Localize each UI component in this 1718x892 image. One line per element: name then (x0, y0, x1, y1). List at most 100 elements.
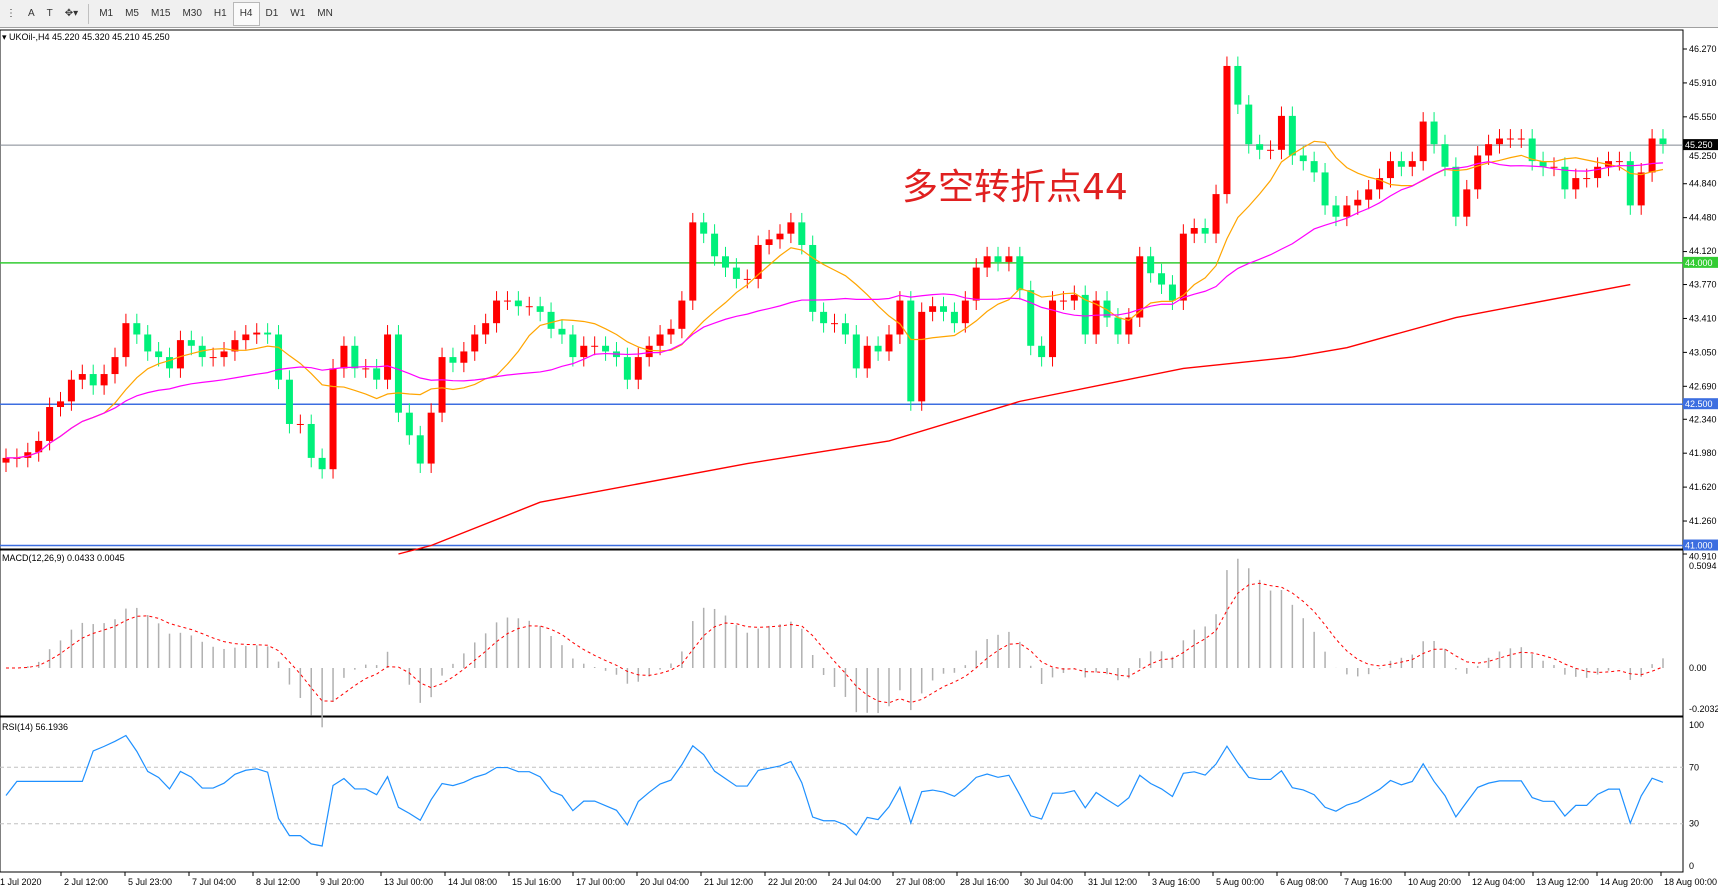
timeframe-m1[interactable]: M1 (99, 8, 114, 19)
candle-body (1103, 300, 1111, 318)
candle (242, 325, 250, 350)
macd-signal-line (6, 582, 1664, 704)
candle-body (1027, 290, 1035, 346)
text-tool-button[interactable]: A (28, 8, 35, 19)
candle-body (743, 278, 751, 280)
timeframe-m30[interactable]: M30 (182, 8, 202, 19)
price-line-label-45.250: 45.250 (1685, 140, 1713, 150)
candle-body (831, 323, 838, 325)
candle-body (1343, 205, 1351, 217)
candle-body (700, 222, 708, 234)
candle (1288, 106, 1296, 165)
timeframe-h1[interactable]: H1 (213, 8, 227, 19)
candle (896, 291, 904, 344)
candle (1321, 163, 1329, 215)
candle-body (885, 334, 893, 352)
candle-body (787, 222, 795, 234)
timeframe-d1[interactable]: D1 (265, 8, 279, 19)
price-tick-label: 45.250 (1689, 151, 1717, 161)
candle-body (1070, 294, 1078, 301)
candle (1474, 146, 1482, 199)
candle-body (1059, 300, 1067, 302)
candle-body (1463, 189, 1471, 217)
candle-body (24, 452, 32, 458)
price-tick-label: 42.340 (1689, 414, 1717, 424)
candle (2, 448, 10, 473)
candle (918, 302, 926, 411)
rsi-scale-0: 0 (1689, 861, 1694, 871)
candle (1572, 168, 1580, 199)
candle (798, 212, 806, 255)
candle-body (493, 300, 501, 324)
candle-body (1234, 65, 1242, 105)
candle (700, 212, 708, 244)
candle (885, 325, 893, 361)
time-label: 28 Jul 16:00 (960, 877, 1009, 887)
candle-body (623, 357, 631, 380)
grid-icon[interactable]: ⋮ (6, 8, 16, 19)
candle (24, 442, 32, 468)
macd-panel-border (0, 548, 1684, 717)
candle (187, 330, 195, 356)
symbol-info: ▾ UKOil-,H4 45.220 45.320 45.210 45.250 (2, 32, 170, 42)
candle (394, 325, 402, 423)
candle-body (907, 300, 915, 402)
candle (514, 291, 522, 316)
timeframe-h4[interactable]: H4 (232, 1, 260, 26)
candle-body (253, 332, 261, 335)
timeframe-m5[interactable]: M5 (125, 8, 139, 19)
candle (1354, 190, 1362, 215)
time-label: 7 Jul 04:00 (192, 877, 236, 887)
timeframe-m15[interactable]: M15 (151, 8, 171, 19)
arrows-tool-button[interactable]: ✥▾ (64, 8, 79, 19)
candle-body (645, 345, 653, 358)
price-line-label-41.000-bg (1683, 539, 1718, 551)
price-tick-label: 43.050 (1689, 347, 1717, 357)
candle (580, 336, 588, 367)
candle (46, 397, 54, 451)
candle (689, 212, 697, 310)
candle-body (1310, 161, 1318, 173)
rsi-scale-30: 30 (1689, 819, 1699, 829)
candle-body (1049, 300, 1057, 358)
candle-body (940, 306, 948, 312)
candle-body (133, 323, 141, 335)
candle (449, 347, 457, 373)
candle (1016, 246, 1024, 300)
candle (427, 403, 435, 473)
candle-body (580, 345, 588, 358)
candle-body (1256, 144, 1264, 150)
candle-body (1408, 161, 1416, 167)
candle-body (1190, 228, 1198, 234)
candle-body (1168, 284, 1176, 301)
candle-body (1092, 300, 1100, 335)
candle (940, 296, 948, 322)
candle (1648, 129, 1656, 182)
candle (373, 358, 381, 390)
price-chart[interactable]: 46.270 45.910 45.550 45.250 44.840 44.480 44.1… (0, 28, 1718, 892)
candle-body (1038, 345, 1046, 358)
candle (264, 323, 272, 344)
candle-body (547, 311, 555, 329)
candle-body (983, 256, 991, 268)
candle (831, 313, 838, 333)
candle (1495, 129, 1503, 154)
candle-body (1506, 138, 1514, 140)
candle-body (656, 334, 664, 346)
candle (711, 224, 719, 266)
ma-mid-line (6, 161, 1664, 459)
candle-body (1474, 155, 1482, 190)
timeframe-w1[interactable]: W1 (290, 8, 306, 19)
candle-body (525, 306, 533, 308)
candle-body (896, 300, 904, 335)
text-label-tool-button[interactable]: T (46, 8, 53, 19)
candle-body (1517, 138, 1525, 140)
candle-body (296, 423, 304, 425)
timeframe-mn[interactable]: MN (317, 8, 333, 19)
price-line-label-44.000-bg (1683, 256, 1718, 268)
candle-body (1561, 166, 1569, 190)
candle (253, 323, 261, 344)
candle-body (1365, 189, 1373, 200)
candle-body (1539, 161, 1547, 167)
candle (1245, 95, 1253, 154)
